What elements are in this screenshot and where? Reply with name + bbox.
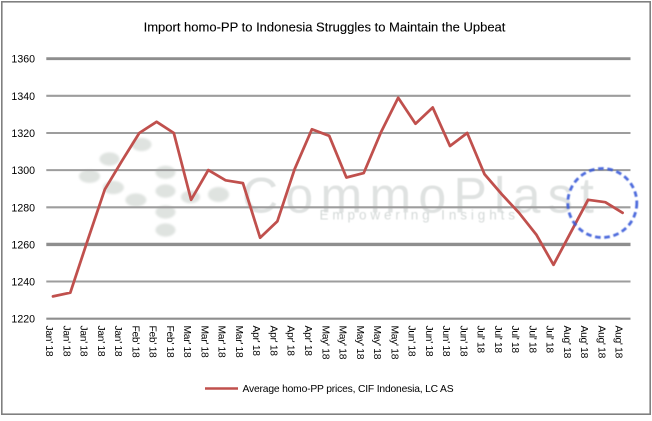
svg-text:Average homo-PP prices, CIF In: Average homo-PP prices, CIF Indonesia, L… <box>243 384 454 395</box>
svg-text:Jul' 18: Jul' 18 <box>526 326 537 354</box>
svg-text:May' 18: May' 18 <box>388 326 399 360</box>
svg-text:Feb' 18: Feb' 18 <box>147 326 158 358</box>
svg-text:Feb' 18: Feb' 18 <box>164 326 175 358</box>
svg-text:Jan' 18: Jan' 18 <box>43 326 54 357</box>
svg-text:Jul' 18: Jul' 18 <box>509 326 520 354</box>
svg-text:Aug' 18: Aug' 18 <box>561 326 572 359</box>
svg-text:1320: 1320 <box>11 128 35 140</box>
svg-text:Jul' 18: Jul' 18 <box>492 326 503 354</box>
svg-text:Jan' 18: Jan' 18 <box>60 326 71 357</box>
svg-text:1300: 1300 <box>11 165 35 177</box>
svg-text:May' 18: May' 18 <box>319 326 330 360</box>
svg-text:Aug' 18: Aug' 18 <box>578 326 589 359</box>
svg-text:CommoPlast: CommoPlast <box>242 168 601 224</box>
svg-text:Aug' 18: Aug' 18 <box>613 326 624 359</box>
svg-text:Apr' 18: Apr' 18 <box>268 326 279 357</box>
svg-text:May' 18: May' 18 <box>337 326 348 360</box>
svg-text:Jun' 18: Jun' 18 <box>423 326 434 357</box>
svg-text:Apr' 18: Apr' 18 <box>285 326 296 357</box>
svg-text:1260: 1260 <box>11 239 35 251</box>
svg-text:Apr' 18: Apr' 18 <box>302 326 313 357</box>
svg-text:Apr' 18: Apr' 18 <box>250 326 261 357</box>
svg-text:Aug' 18: Aug' 18 <box>595 326 606 359</box>
svg-text:Jun' 18: Jun' 18 <box>406 326 417 357</box>
svg-text:Empowering Insights: Empowering Insights <box>320 207 519 222</box>
svg-text:Jan' 18: Jan' 18 <box>78 326 89 357</box>
svg-text:Jan' 18: Jan' 18 <box>95 326 106 357</box>
svg-text:Feb' 18: Feb' 18 <box>129 326 140 358</box>
svg-text:1220: 1220 <box>11 314 35 326</box>
svg-text:May' 18: May' 18 <box>354 326 365 360</box>
svg-text:Mar' 18: Mar' 18 <box>198 326 209 358</box>
svg-text:Jun' 18: Jun' 18 <box>440 326 451 357</box>
svg-text:Jun' 18: Jun' 18 <box>457 326 468 357</box>
svg-text:Mar' 18: Mar' 18 <box>233 326 244 358</box>
svg-text:Jan' 18: Jan' 18 <box>112 326 123 357</box>
svg-text:Mar' 18: Mar' 18 <box>216 326 227 358</box>
svg-text:1360: 1360 <box>11 54 35 66</box>
svg-text:Jul' 18: Jul' 18 <box>475 326 486 354</box>
svg-text:Import homo-PP to Indonesia St: Import homo-PP to Indonesia Struggles to… <box>144 20 506 35</box>
svg-text:1340: 1340 <box>11 91 35 103</box>
svg-text:May' 18: May' 18 <box>371 326 382 360</box>
svg-text:1280: 1280 <box>11 202 35 214</box>
svg-text:1240: 1240 <box>11 277 35 289</box>
svg-text:Jul' 18: Jul' 18 <box>544 326 555 354</box>
svg-text:Mar' 18: Mar' 18 <box>181 326 192 358</box>
